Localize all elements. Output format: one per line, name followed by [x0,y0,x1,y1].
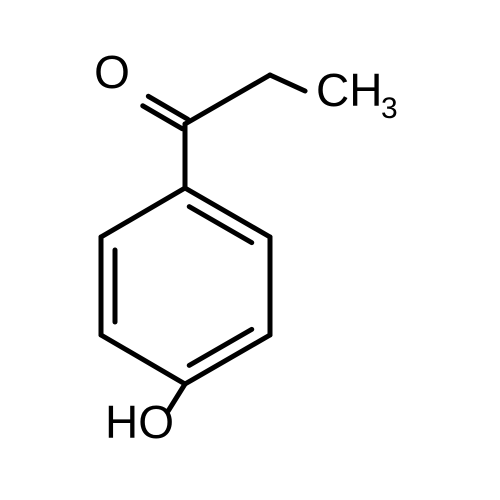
methyl-subscript: 3 [381,92,398,125]
atom-labels: O CH 3 HO [94,46,398,448]
oxygen-label: O [94,46,130,98]
bonds [101,75,305,411]
hydroxyl-label: HO [105,396,174,448]
molecule-diagram: O CH 3 HO [0,0,500,500]
methyl-label: CH [316,64,382,116]
